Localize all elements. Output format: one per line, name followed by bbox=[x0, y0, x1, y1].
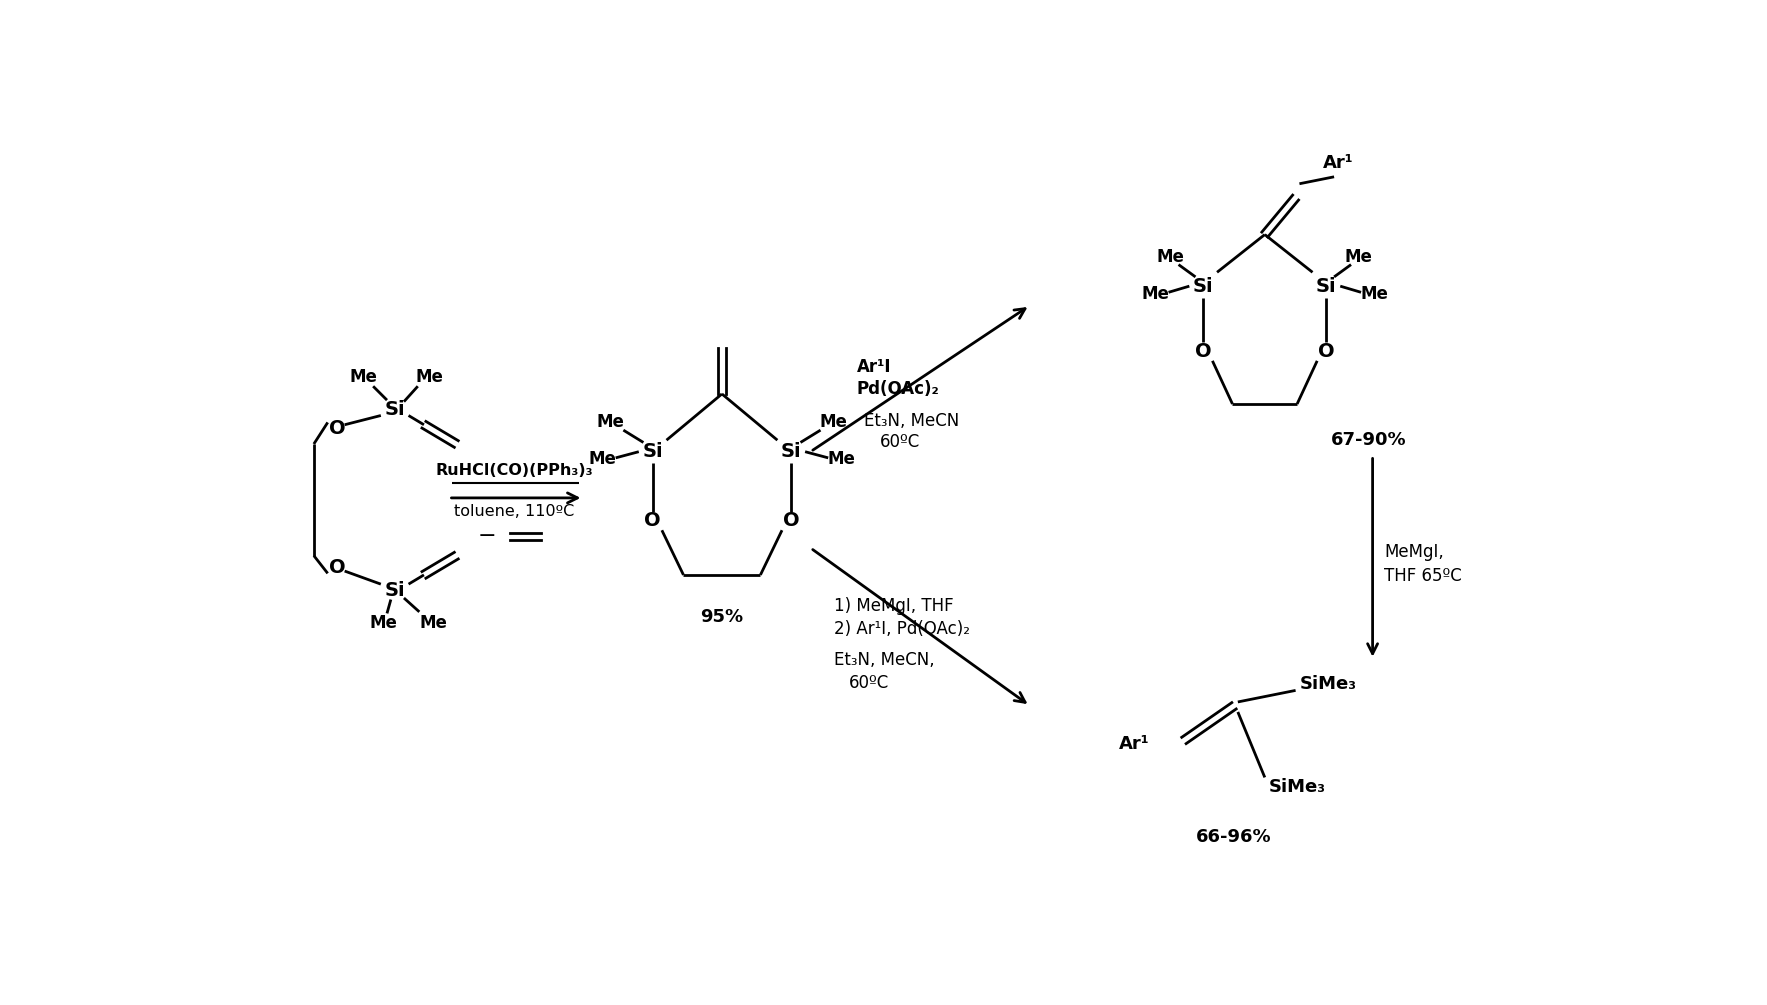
Text: THF 65ºC: THF 65ºC bbox=[1384, 568, 1461, 586]
Text: O: O bbox=[1318, 342, 1334, 361]
Text: Si: Si bbox=[781, 442, 802, 461]
Text: Me: Me bbox=[1141, 284, 1170, 303]
Text: Ar¹I: Ar¹I bbox=[857, 358, 891, 376]
Text: 2) Ar¹I, Pd(OAc)₂: 2) Ar¹I, Pd(OAc)₂ bbox=[834, 620, 970, 638]
Text: 60ºC: 60ºC bbox=[848, 673, 889, 691]
Text: Me: Me bbox=[350, 368, 378, 386]
Text: Et₃N, MeCN,: Et₃N, MeCN, bbox=[834, 650, 935, 668]
Text: Si: Si bbox=[643, 442, 663, 461]
Text: Me: Me bbox=[1345, 248, 1373, 266]
Text: MeMgI,: MeMgI, bbox=[1384, 543, 1444, 561]
Text: SiMe₃: SiMe₃ bbox=[1269, 778, 1325, 796]
Text: Me: Me bbox=[1157, 248, 1186, 266]
Text: O: O bbox=[783, 512, 799, 531]
Text: Me: Me bbox=[415, 368, 444, 386]
Text: Me: Me bbox=[820, 413, 848, 431]
Text: O: O bbox=[645, 512, 661, 531]
Text: toluene, 110ºC: toluene, 110ºC bbox=[454, 505, 574, 520]
Text: Me: Me bbox=[588, 450, 617, 468]
Text: Me: Me bbox=[595, 413, 624, 431]
Text: SiMe₃: SiMe₃ bbox=[1299, 675, 1357, 693]
Text: Pd(OAc)₂: Pd(OAc)₂ bbox=[857, 380, 940, 398]
Text: 95%: 95% bbox=[700, 608, 744, 626]
Text: Et₃N, MeCN: Et₃N, MeCN bbox=[864, 412, 959, 430]
Text: Ar¹: Ar¹ bbox=[1119, 736, 1149, 754]
Text: Si: Si bbox=[385, 581, 405, 600]
Text: Si: Si bbox=[1316, 276, 1336, 295]
Text: O: O bbox=[329, 419, 345, 438]
Text: 1) MeMgI, THF: 1) MeMgI, THF bbox=[834, 597, 952, 615]
Text: Si: Si bbox=[1193, 276, 1214, 295]
Text: Me: Me bbox=[369, 614, 398, 631]
Text: Me: Me bbox=[1361, 284, 1389, 303]
Text: Si: Si bbox=[385, 400, 405, 419]
Text: 66-96%: 66-96% bbox=[1196, 828, 1272, 845]
Text: −: − bbox=[477, 527, 497, 547]
Text: Me: Me bbox=[827, 450, 855, 468]
Text: 67-90%: 67-90% bbox=[1331, 431, 1407, 449]
Text: O: O bbox=[1194, 342, 1212, 361]
Text: O: O bbox=[329, 558, 345, 577]
Text: Me: Me bbox=[419, 614, 447, 631]
Text: RuHCl(CO)(PPh₃)₃: RuHCl(CO)(PPh₃)₃ bbox=[435, 463, 594, 478]
Text: 60ºC: 60ºC bbox=[880, 433, 921, 451]
Text: Ar¹: Ar¹ bbox=[1323, 154, 1354, 172]
